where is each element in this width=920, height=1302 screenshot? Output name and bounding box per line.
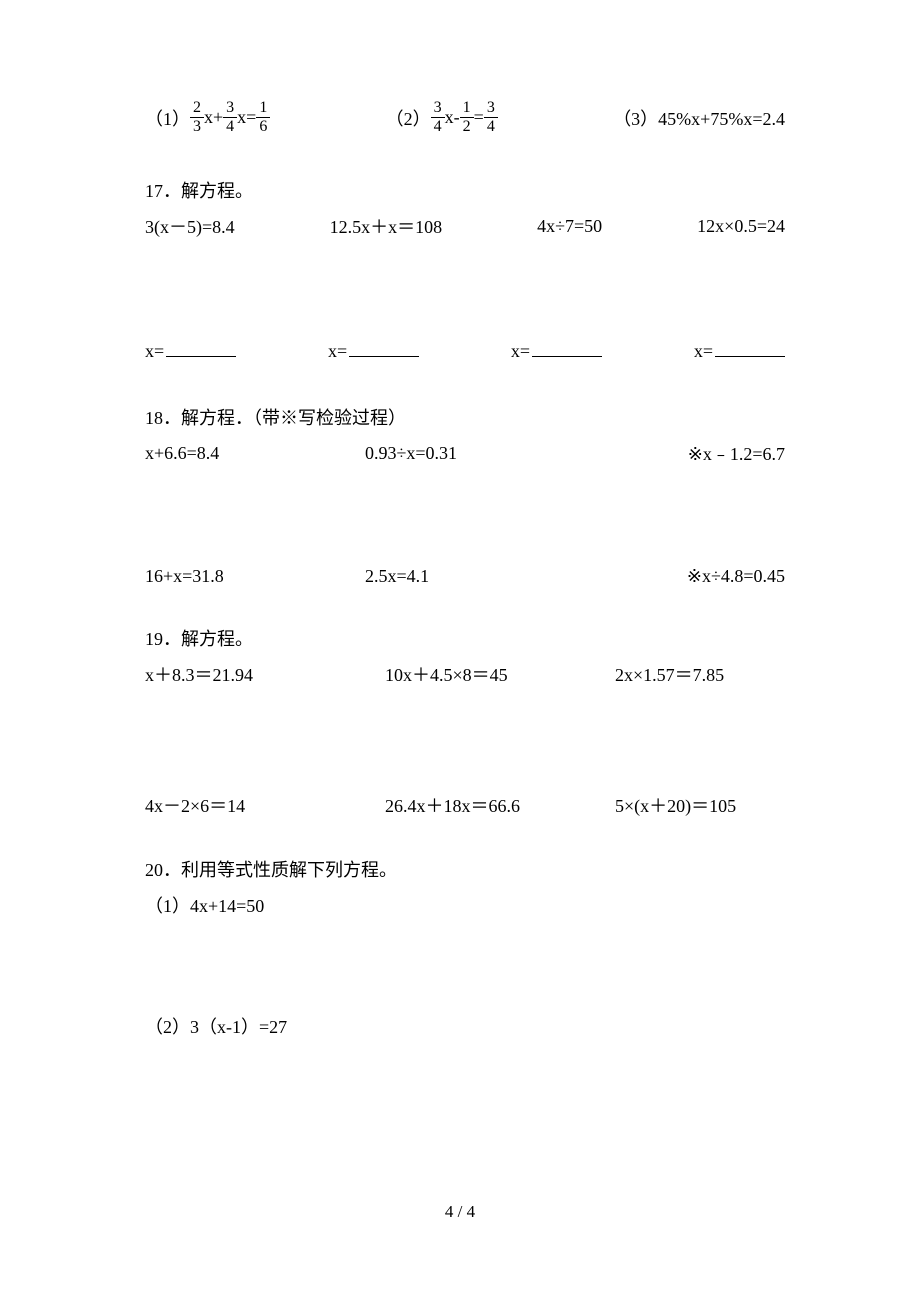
- label: （2）: [386, 105, 431, 131]
- eq: 2x×1.57＝7.85: [615, 661, 724, 687]
- eq: 12x×0.5=24: [697, 216, 785, 237]
- blank-line: [715, 339, 785, 357]
- q16-part3: （3）45%x+75%x=2.4: [613, 105, 785, 131]
- page-number: 4 / 4: [0, 1202, 920, 1222]
- q20-head: 20．利用等式性质解下列方程。: [145, 856, 785, 882]
- q16-part1: （1） 2 3 x+ 3 4 x= 1 6: [145, 100, 270, 135]
- fraction: 2 3: [190, 100, 204, 135]
- q16-part2: （2） 3 4 x- 1 2 = 3 4: [386, 100, 498, 135]
- answer-blank: x=: [694, 339, 785, 362]
- q19-row1: x＋8.3＝21.94 10x＋4.5×8＝45 2x×1.57＝7.85: [145, 661, 785, 687]
- eq: ※x﹣1.2=6.7: [585, 440, 785, 466]
- blank-line: [166, 339, 236, 357]
- eq: ※x÷4.8=0.45: [585, 566, 785, 587]
- fraction: 3 4: [484, 100, 498, 135]
- fraction: 3 4: [223, 100, 237, 135]
- q17-answers: x= x= x= x=: [145, 339, 785, 362]
- eq: 12.5x＋x＝108: [330, 213, 443, 239]
- q20-part1: （1）4x+14=50: [145, 892, 785, 918]
- answer-blank: x=: [145, 339, 236, 362]
- eq: x+6.6=8.4: [145, 443, 365, 464]
- eq: 4x÷7=50: [537, 216, 602, 237]
- fraction: 1 6: [256, 100, 270, 135]
- eq: 0.93÷x=0.31: [365, 443, 585, 464]
- eq: 3(x－5)=8.4: [145, 213, 235, 239]
- q18-row2: 16+x=31.8 2.5x=4.1 ※x÷4.8=0.45: [145, 566, 785, 587]
- q20-part2: （2）3（x-1）=27: [145, 1013, 785, 1039]
- eq: 4x－2×6＝14: [145, 792, 385, 818]
- eq: 10x＋4.5×8＝45: [385, 661, 615, 687]
- blank-line: [349, 339, 419, 357]
- q17-head: 17．解方程。: [145, 177, 785, 203]
- eq: 2.5x=4.1: [365, 566, 585, 587]
- eq: x＋8.3＝21.94: [145, 661, 385, 687]
- q16-row: （1） 2 3 x+ 3 4 x= 1 6 （2） 3 4 x- 1 2 = 3…: [145, 100, 785, 135]
- answer-blank: x=: [328, 339, 419, 362]
- answer-blank: x=: [511, 339, 602, 362]
- eq: 26.4x＋18x＝66.6: [385, 792, 615, 818]
- eq: 5×(x＋20)＝105: [615, 792, 736, 818]
- q17-row: 3(x－5)=8.4 12.5x＋x＝108 4x÷7=50 12x×0.5=2…: [145, 213, 785, 239]
- q19-row2: 4x－2×6＝14 26.4x＋18x＝66.6 5×(x＋20)＝105: [145, 792, 785, 818]
- fraction: 1 2: [460, 100, 474, 135]
- label: （1）: [145, 105, 190, 131]
- eq: 16+x=31.8: [145, 566, 365, 587]
- fraction: 3 4: [431, 100, 445, 135]
- q19-head: 19．解方程。: [145, 625, 785, 651]
- q18-row1: x+6.6=8.4 0.93÷x=0.31 ※x﹣1.2=6.7: [145, 440, 785, 466]
- q18-head: 18．解方程．（带※写检验过程）: [145, 404, 785, 430]
- blank-line: [532, 339, 602, 357]
